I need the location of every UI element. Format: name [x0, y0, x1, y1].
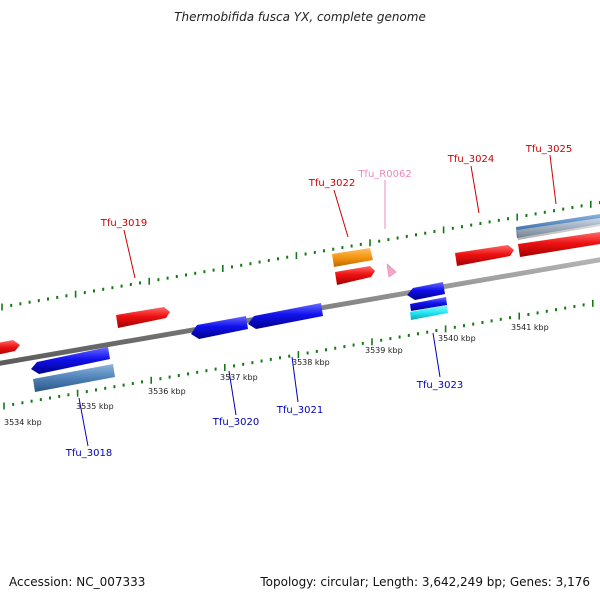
gene-block-tfu-3025-gray[interactable] — [517, 218, 600, 240]
page-title: Thermobifida fusca YX, complete genome — [174, 10, 426, 24]
scale-label-3536: 3536 kbp — [148, 387, 186, 396]
accession-text: Accession: NC_007333 — [9, 575, 146, 589]
leader-line-tfu-3021 — [291, 356, 299, 403]
leader-line-tfu-3020 — [228, 370, 237, 416]
gene-label-tfu-3018[interactable]: Tfu_3018 — [65, 448, 112, 459]
genome-summary-text: Topology: circular; Length: 3,642,249 bp… — [260, 575, 590, 589]
gene-arrow-tfu-3018[interactable] — [31, 347, 110, 374]
leader-line-tfu-3023 — [432, 332, 441, 378]
leader-line-tfu-3024 — [470, 165, 480, 214]
leader-line-tfu-3019 — [123, 229, 136, 279]
gene-block-tfu-3023-cyan[interactable] — [410, 305, 448, 320]
leader-line-tfu-3018 — [78, 397, 89, 447]
gene-arrow-tfu-3019[interactable] — [116, 307, 170, 328]
rrna-block-tfu-3022[interactable] — [332, 248, 373, 267]
leader-line-tfu-3022 — [333, 189, 349, 238]
scale-label-3537: 3537 kbp — [220, 373, 258, 382]
gene-arrow-tfu-3025[interactable] — [518, 232, 600, 257]
gene-label-tfu-3020[interactable]: Tfu_3020 — [212, 417, 259, 428]
gene-arrow-tfu-3023-upper[interactable] — [407, 282, 445, 300]
gene-arrow-tfu-3020[interactable] — [191, 316, 248, 339]
gene-label-tfu-3019[interactable]: Tfu_3019 — [100, 218, 147, 229]
forward-tick-ring — [1, 200, 600, 311]
gene-arrow-tfu-3022[interactable] — [335, 266, 375, 285]
reverse-tick-ring — [3, 299, 594, 410]
leader-line-tfu-3025 — [549, 154, 557, 205]
gene-label-tfu-r0062[interactable]: Tfu_R0062 — [357, 169, 411, 180]
gene-label-tfu-3022[interactable]: Tfu_3022 — [308, 178, 355, 189]
scale-label-3538: 3538 kbp — [292, 358, 330, 367]
gene-label-tfu-3021[interactable]: Tfu_3021 — [276, 405, 323, 416]
gene-label-tfu-3023[interactable]: Tfu_3023 — [416, 380, 463, 391]
gene-block-tfu-3018[interactable] — [33, 364, 115, 392]
scale-label-3540: 3540 kbp — [438, 334, 476, 343]
gene-arrow-forward-left-edge[interactable] — [0, 340, 20, 356]
gene-label-tfu-3024[interactable]: Tfu_3024 — [447, 154, 494, 165]
gene-label-tfu-3025[interactable]: Tfu_3025 — [525, 144, 572, 155]
scale-label-3541: 3541 kbp — [511, 323, 549, 332]
scale-label-3534: 3534 kbp — [4, 418, 42, 427]
trna-marker-tfu-r0062[interactable] — [386, 263, 397, 278]
scale-label-3535: 3535 kbp — [76, 402, 114, 411]
gene-arrow-tfu-3023-lower[interactable] — [410, 297, 447, 311]
gene-arrow-tfu-3024[interactable] — [455, 245, 514, 266]
scale-label-3539: 3539 kbp — [365, 346, 403, 355]
gene-arrow-tfu-3021[interactable] — [248, 303, 323, 329]
